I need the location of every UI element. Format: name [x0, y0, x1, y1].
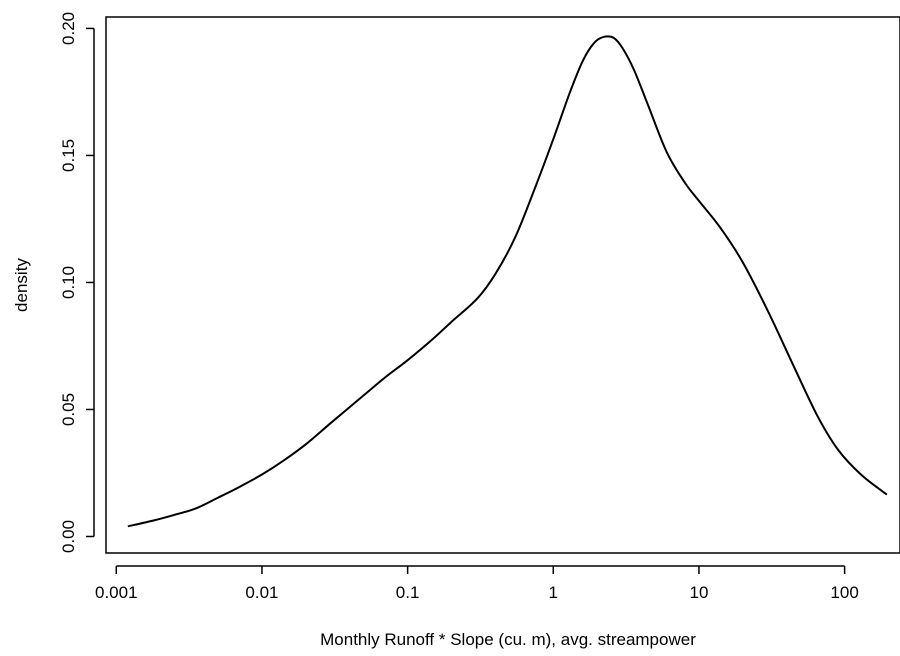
x-axis: 0.001 0.01 0.1 1 10 100: [95, 565, 859, 602]
x-tick-label: 0.1: [396, 583, 420, 602]
density-curve: [127, 35, 888, 528]
y-tick-label: 0.15: [59, 139, 78, 172]
y-axis: 0.00 0.05 0.10 0.15 0.20: [59, 12, 95, 553]
y-tick-label: 0.20: [59, 12, 78, 45]
x-tick-label: 100: [830, 583, 858, 602]
y-axis-label: density: [12, 258, 31, 312]
y-tick-label: 0.05: [59, 393, 78, 426]
x-tick-label: 0.001: [95, 583, 138, 602]
x-axis-label: Monthly Runoff * Slope (cu. m), avg. str…: [320, 630, 696, 649]
y-tick-label: 0.00: [59, 520, 78, 553]
x-tick-label: 0.01: [245, 583, 278, 602]
y-tick-label: 0.10: [59, 266, 78, 299]
x-tick-label: 10: [689, 583, 708, 602]
plot-frame: [105, 16, 900, 554]
x-tick-label: 1: [549, 583, 558, 602]
